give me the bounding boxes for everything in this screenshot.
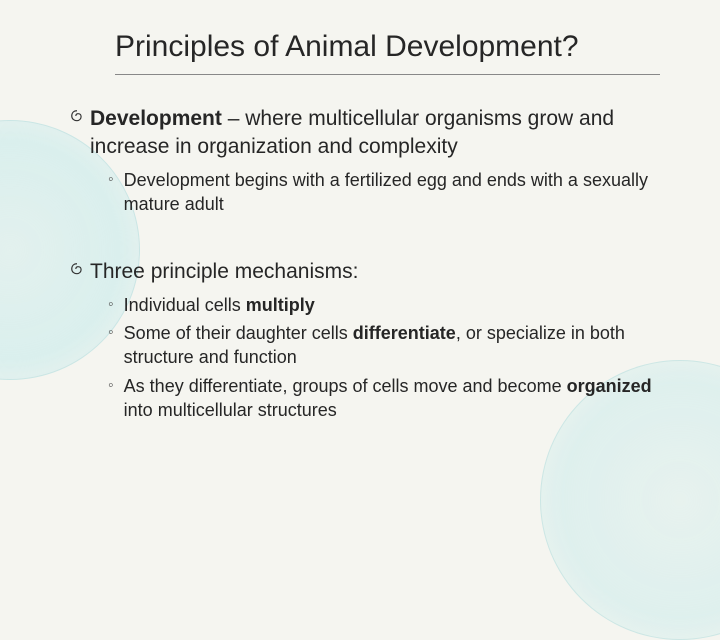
bullet-item: Three principle mechanisms: (60, 258, 670, 286)
bullet-icon (70, 258, 84, 286)
sub-bullet-item: ◦ Development begins with a fertilized e… (108, 168, 670, 217)
sub-bullet-item: ◦ Some of their daughter cells different… (108, 321, 670, 370)
sub-bullet-item: ◦ As they differentiate, groups of cells… (108, 374, 670, 423)
bullet-text: Three principle mechanisms: (90, 258, 358, 286)
sub-bullet-icon: ◦ (108, 374, 114, 398)
bullet-bold: Development (90, 107, 222, 130)
sub-bullet-text: As they differentiate, groups of cells m… (124, 374, 670, 423)
sub-bullet-icon: ◦ (108, 321, 114, 345)
slide-title: Principles of Animal Development? (115, 30, 660, 75)
sub-bullet-text: Development begins with a fertilized egg… (124, 168, 670, 217)
bullet-item: Development – where multicellular organi… (60, 105, 670, 162)
sub-bullet-text: Individual cells multiply (124, 293, 315, 317)
sub-bullet-text: Some of their daughter cells differentia… (124, 321, 670, 370)
slide-content: Principles of Animal Development? Develo… (0, 0, 720, 476)
bullet-text: Development – where multicellular organi… (90, 105, 670, 162)
sub-list: ◦ Development begins with a fertilized e… (108, 168, 670, 217)
sub-list: ◦ Individual cells multiply ◦ Some of th… (108, 293, 670, 422)
bullet-icon (70, 105, 84, 133)
sub-bullet-icon: ◦ (108, 168, 114, 192)
sub-bullet-item: ◦ Individual cells multiply (108, 293, 670, 317)
sub-bullet-icon: ◦ (108, 293, 114, 317)
